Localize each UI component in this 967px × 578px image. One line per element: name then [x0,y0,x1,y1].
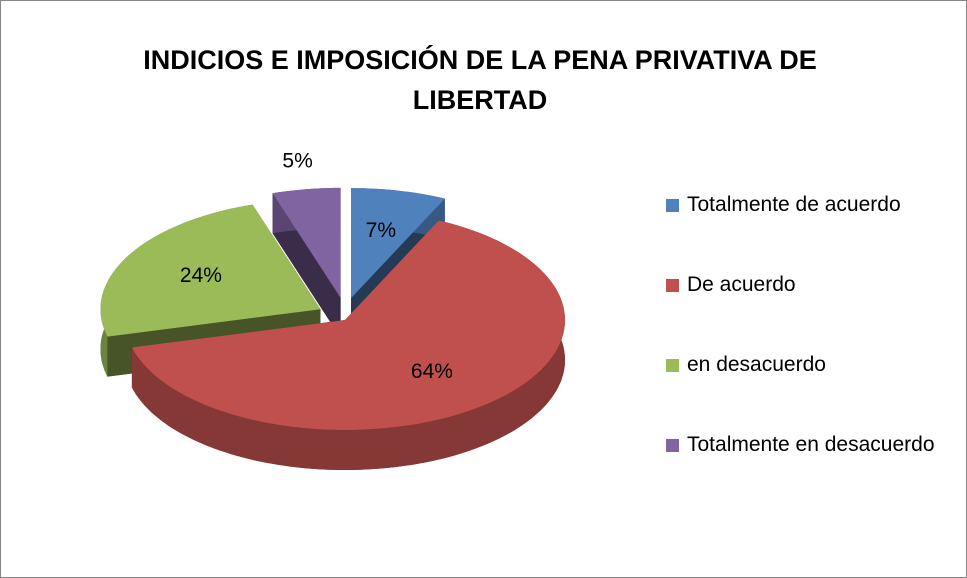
legend-swatch [666,359,679,372]
legend-label: en desacuerdo [687,353,826,376]
legend-item: Totalmente en desacuerdo [666,430,956,510]
slice [100,204,321,377]
slice-top [272,187,341,298]
data-label: 64% [411,360,453,383]
slice-top [351,188,445,299]
legend-label: Totalmente en desacuerdo [687,433,935,456]
slice-top [100,204,321,337]
legend-swatch [666,199,679,212]
data-label: 24% [180,264,222,287]
data-label: 5% [282,150,312,173]
legend-item: Totalmente de acuerdo [666,190,956,270]
legend-item: en desacuerdo [666,350,956,430]
legend-label: Totalmente de acuerdo [687,193,901,216]
chart-title: INDICIOS E IMPOSICIÓN DE LA PENA PRIVATI… [143,45,817,115]
legend-item: De acuerdo [666,270,956,350]
legend: Totalmente de acuerdo De acuerdo en desacu… [666,190,956,510]
slice [272,187,341,338]
data-label: 7% [366,219,396,242]
slice [131,220,565,470]
legend-swatch [666,439,679,452]
legend-swatch [666,279,679,292]
slice-top [131,220,565,430]
legend-label: De acuerdo [687,273,796,296]
